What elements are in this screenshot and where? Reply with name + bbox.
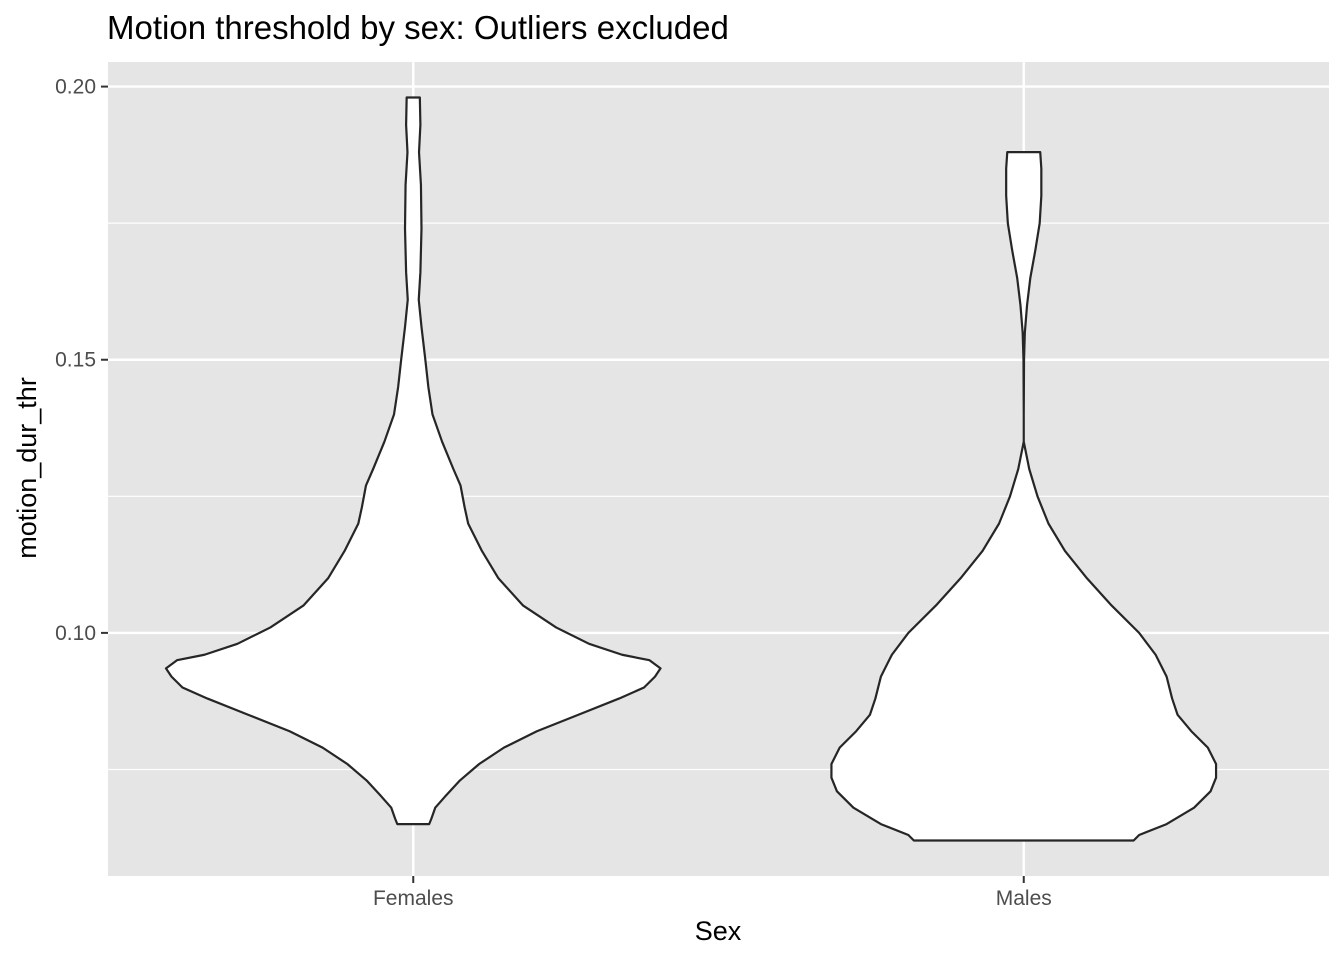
- x-tick-label: Males: [996, 887, 1052, 910]
- y-axis-title: motion_dur_thr: [12, 377, 42, 559]
- violins-group: [164, 96, 1218, 842]
- y-tick-label: 0.15: [55, 349, 96, 372]
- y-tick-label: 0.10: [55, 622, 96, 645]
- y-tick-label: 0.20: [55, 76, 96, 99]
- x-axis-title: Sex: [695, 916, 742, 946]
- x-tick-label: Females: [373, 887, 454, 910]
- chart-title: Motion threshold by sex: Outliers exclud…: [107, 9, 729, 46]
- violin-males: [830, 151, 1218, 842]
- x-axis: Females Males: [373, 876, 1052, 910]
- y-axis: 0.10 0.15 0.20: [55, 76, 108, 645]
- violin-females: [164, 96, 662, 826]
